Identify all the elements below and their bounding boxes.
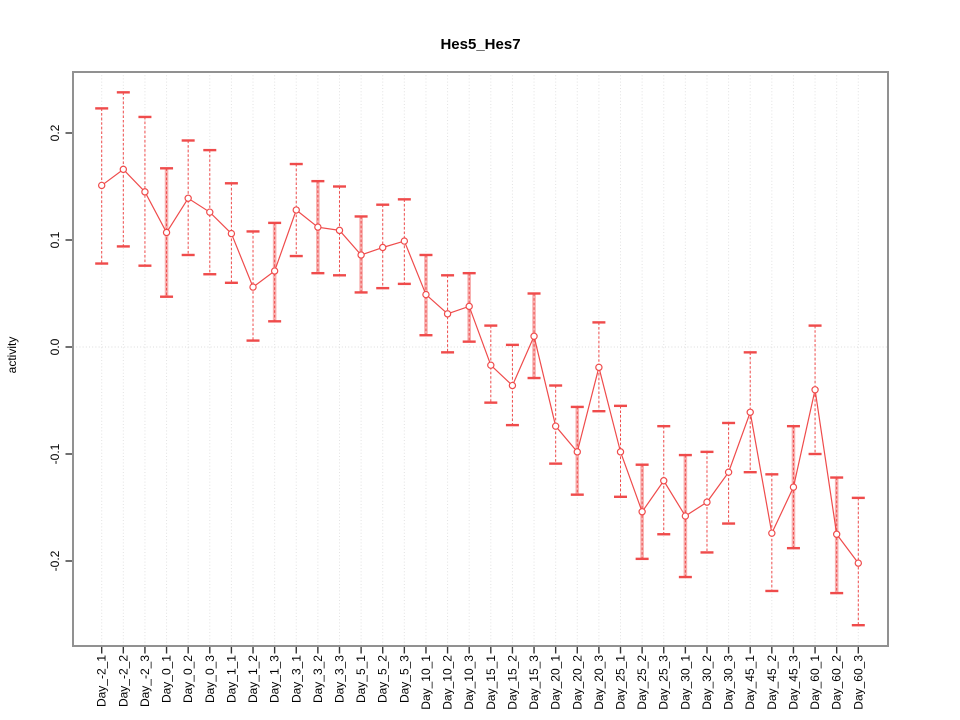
x-tick-label: Day_5_2	[376, 655, 390, 703]
y-tick-label: -0.2	[48, 550, 62, 571]
data-point-marker	[443, 310, 452, 318]
data-point-marker	[811, 386, 819, 394]
data-point-marker	[422, 290, 430, 299]
data-point-marker	[227, 229, 236, 238]
x-tick-label: Day_30_1	[678, 655, 692, 710]
data-point-marker	[595, 363, 603, 372]
x-tick-label: Day_45_3	[786, 655, 800, 710]
x-tick-label: Day_25_3	[657, 655, 671, 710]
x-tick-label: Day_1_2	[246, 655, 260, 703]
plot-box	[72, 71, 889, 647]
data-point-marker	[703, 498, 711, 506]
x-tick-label: Day_20_3	[592, 655, 606, 710]
x-tick-label: Day_25_1	[614, 655, 628, 710]
y-tick-label: 0.2	[48, 124, 62, 141]
x-tick-label: Day_15_1	[484, 655, 498, 710]
data-point-marker	[379, 243, 387, 252]
x-tick-label: Day_5_1	[354, 655, 368, 703]
x-tick-label: Day_0_2	[181, 655, 195, 703]
data-point-marker	[768, 529, 776, 537]
data-point-marker	[184, 194, 192, 202]
data-point-marker	[465, 302, 473, 311]
x-tick-label: Day_10_1	[419, 655, 433, 710]
data-point-marker	[249, 283, 257, 291]
x-tick-label: Day_15_2	[505, 655, 519, 710]
x-tick-label: Day_1_1	[224, 655, 238, 703]
series-line	[101, 168, 859, 564]
x-tick-label: Day_15_3	[527, 655, 541, 710]
x-tick-label: Day_3_1	[289, 655, 303, 703]
x-tick-label: Day_30_3	[722, 655, 736, 710]
data-point-marker	[530, 332, 538, 340]
data-point-marker	[292, 206, 300, 214]
data-point-marker	[551, 422, 560, 430]
y-tick-label: -0.1	[48, 443, 62, 464]
x-tick-label: Day_3_3	[332, 655, 346, 703]
x-tick-label: Day_30_2	[700, 655, 714, 710]
data-point-marker	[789, 483, 798, 491]
x-tick-label: Day_1_3	[268, 655, 282, 703]
data-point-marker	[141, 188, 149, 196]
x-tick-label: Day_20_2	[570, 655, 584, 710]
x-tick-label: Day_0_3	[203, 655, 217, 703]
x-tick-label: Day_5_3	[397, 655, 411, 703]
data-point-marker	[573, 448, 581, 456]
x-tick-label: Day_20_1	[549, 655, 563, 710]
chart-title: Hes5_Hes7	[440, 36, 521, 53]
x-tick-label: Day_-2_1	[95, 655, 109, 707]
x-tick-label: Day_3_2	[311, 655, 325, 703]
x-tick-label: Day_45_1	[743, 655, 757, 710]
x-tick-label: Day_-2_2	[116, 655, 130, 707]
data-point-marker	[206, 208, 214, 216]
data-point-marker	[487, 361, 495, 369]
data-point-marker	[119, 165, 128, 174]
x-tick-label: Day_60_3	[851, 655, 865, 710]
data-point-marker	[660, 477, 668, 485]
data-point-marker	[681, 512, 690, 520]
data-point-marker	[97, 181, 106, 190]
x-tick-label: Day_-2_3	[138, 655, 152, 707]
data-point-marker	[400, 237, 409, 245]
data-point-marker	[854, 559, 863, 567]
x-tick-label: Day_45_2	[765, 655, 779, 710]
data-point-marker	[314, 223, 322, 231]
x-tick-label: Day_10_3	[462, 655, 476, 710]
x-tick-label: Day_0_1	[160, 655, 174, 703]
data-point-marker	[832, 530, 841, 538]
x-tick-label: Day_25_2	[635, 655, 649, 710]
data-point-marker	[638, 508, 646, 516]
data-point-marker	[724, 468, 733, 476]
data-point-marker	[746, 408, 754, 416]
x-tick-label: Day_60_1	[808, 655, 822, 710]
x-tick-label: Day_60_2	[830, 655, 844, 710]
x-tick-label: Day_10_2	[441, 655, 455, 710]
data-point-marker	[335, 226, 344, 235]
data-point-marker	[508, 381, 517, 390]
data-point-marker	[270, 267, 279, 275]
y-tick-label: 0.0	[48, 338, 62, 355]
data-point-marker	[357, 251, 365, 259]
data-point-marker	[162, 228, 171, 237]
y-tick-label: 0.1	[48, 231, 62, 248]
data-point-marker	[616, 448, 625, 456]
